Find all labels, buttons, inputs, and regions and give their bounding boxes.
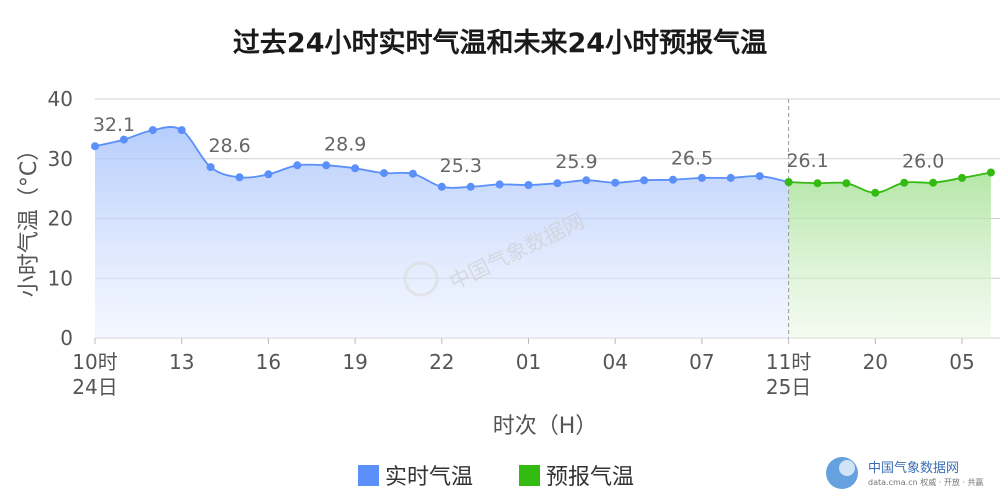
data-point[interactable]: [842, 179, 851, 188]
data-point[interactable]: [148, 126, 157, 135]
data-label: 28.6: [208, 135, 250, 157]
data-point[interactable]: [929, 178, 938, 187]
data-point[interactable]: [784, 178, 793, 187]
source-name: 中国气象数据网: [868, 460, 959, 476]
data-point[interactable]: [582, 176, 591, 185]
data-point[interactable]: [697, 173, 706, 182]
x-tick-label: 05: [949, 350, 974, 374]
legend-swatch[interactable]: [358, 465, 379, 486]
y-tick-label: 20: [48, 207, 73, 231]
data-point[interactable]: [380, 169, 388, 178]
data-point[interactable]: [206, 163, 215, 172]
y-tick-label: 0: [60, 326, 73, 350]
data-label: 32.1: [93, 114, 135, 136]
data-point[interactable]: [553, 179, 562, 188]
x-tick-label: 19: [342, 350, 367, 374]
data-point[interactable]: [958, 173, 966, 182]
x-tick-label: 01: [516, 350, 541, 374]
x-tick-label: 13: [169, 350, 194, 374]
data-point[interactable]: [495, 180, 504, 189]
x-tick-label: 10时: [72, 350, 117, 374]
legend-label[interactable]: 预报气温: [546, 465, 634, 490]
data-label: 26.0: [902, 151, 944, 173]
data-label: 26.1: [786, 150, 828, 172]
data-point[interactable]: [871, 188, 880, 197]
x-tick-label: 20: [863, 350, 888, 374]
data-point[interactable]: [755, 172, 764, 181]
data-point[interactable]: [466, 182, 475, 191]
data-label: 28.9: [324, 133, 366, 155]
y-tick-label: 40: [48, 87, 73, 111]
data-point[interactable]: [611, 178, 620, 187]
x-tick-label: 22: [429, 350, 454, 374]
data-point[interactable]: [177, 126, 186, 135]
source-url: data.cma.cn 权威 · 开放 · 共赢: [868, 477, 983, 487]
data-point[interactable]: [986, 168, 995, 177]
series-area-0: [95, 126, 789, 339]
y-axis-label: 小时气温（°C）: [17, 139, 42, 297]
data-point[interactable]: [726, 173, 735, 182]
y-axis-ticks: 0 10 20 30 40: [48, 87, 73, 350]
data-point[interactable]: [524, 181, 533, 189]
data-label: 25.3: [440, 155, 482, 177]
x-tick-label: 04: [602, 350, 627, 374]
chart-title: 过去24小时实时气温和未来24小时预报气温: [233, 27, 767, 59]
data-point[interactable]: [264, 170, 273, 179]
source-logo: 中国气象数据网 data.cma.cn 权威 · 开放 · 共赢: [826, 457, 983, 489]
x-tick-date-label: 24日: [72, 375, 117, 399]
data-point[interactable]: [813, 179, 822, 188]
data-point[interactable]: [408, 169, 417, 178]
data-label: 26.5: [671, 148, 713, 170]
x-tick-label: 11时: [766, 350, 811, 374]
data-point[interactable]: [235, 173, 244, 182]
data-point[interactable]: [119, 135, 128, 144]
watermark-logo-icon: [403, 261, 439, 297]
series-areas: [95, 126, 991, 339]
data-point[interactable]: [322, 161, 331, 170]
data-point[interactable]: [640, 176, 649, 185]
legend[interactable]: 实时气温 预报气温: [358, 465, 634, 490]
y-tick-label: 10: [48, 266, 73, 290]
data-point[interactable]: [669, 175, 677, 184]
x-tick-label: 16: [256, 350, 281, 374]
legend-swatch[interactable]: [519, 465, 540, 486]
data-point[interactable]: [351, 164, 360, 173]
y-tick-label: 30: [48, 147, 73, 171]
data-point[interactable]: [293, 161, 302, 170]
data-point[interactable]: [437, 182, 446, 191]
data-labels: 32.1 28.6 28.9 25.3 25.9 26.5 26.1 26.0: [93, 114, 945, 177]
legend-label[interactable]: 实时气温: [385, 465, 473, 490]
series-points: [91, 126, 995, 197]
data-point[interactable]: [900, 178, 909, 187]
series-area-1: [788, 172, 991, 338]
x-tick-label: 07: [689, 350, 714, 374]
x-axis-label: 时次（H）: [493, 414, 598, 439]
data-label: 25.9: [555, 151, 597, 173]
x-tick-date-label: 25日: [766, 375, 811, 399]
data-point[interactable]: [91, 142, 99, 151]
